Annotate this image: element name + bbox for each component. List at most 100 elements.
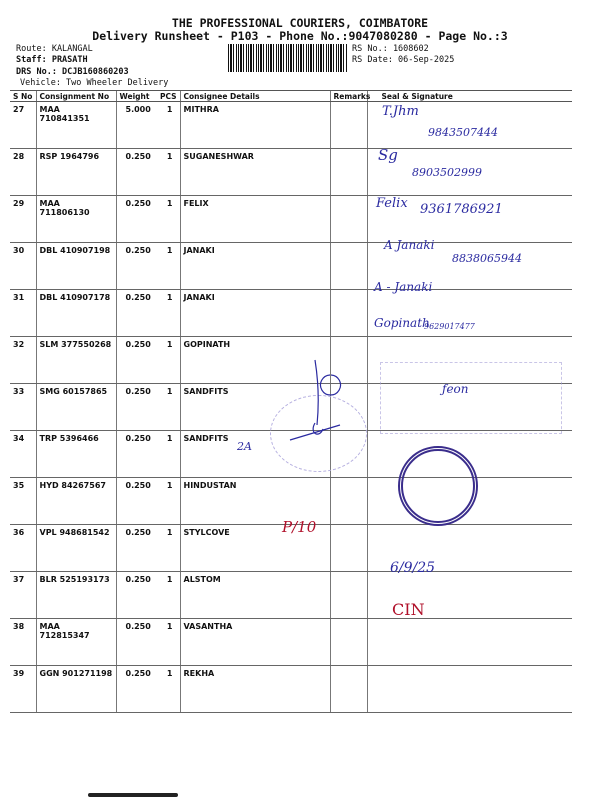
company-seal <box>398 446 478 526</box>
vehicle: Vehicle: Two Wheeler Delivery <box>20 78 169 88</box>
seal-signature <box>366 336 572 384</box>
pcs: 1 <box>166 387 173 396</box>
weight-pcs: 0.250 1 <box>115 148 180 196</box>
table-row: 31 DBL 410907178 0.250 1 JANAKI <box>10 289 572 337</box>
sno: 27 <box>10 101 36 149</box>
sno: 32 <box>10 336 36 384</box>
remarks <box>329 148 367 196</box>
seal-signature <box>366 101 572 149</box>
seal-signature <box>366 383 572 431</box>
pcs: 1 <box>166 246 173 255</box>
sno: 31 <box>10 289 36 337</box>
col-consignment: Consignment No <box>35 90 116 102</box>
weight: 0.250 <box>125 387 151 396</box>
pcs: 1 <box>166 669 173 678</box>
note-39: CIN <box>392 600 425 619</box>
sno: 39 <box>10 665 36 713</box>
col-signature: Seal & Signature <box>366 90 572 102</box>
remarks <box>329 665 367 713</box>
signature-32: Gopinath <box>374 316 430 330</box>
phone-28: 8903502999 <box>412 166 482 179</box>
pcs: 1 <box>166 199 173 208</box>
seal-signature <box>366 289 572 337</box>
consignee: STYLCOVE <box>179 524 330 572</box>
sno: 33 <box>10 383 36 431</box>
weight-pcs: 5.000 1 <box>115 101 180 149</box>
pcs: 1 <box>166 105 173 114</box>
remarks <box>329 195 367 243</box>
seal-signature <box>366 148 572 196</box>
consignee: REKHA <box>179 665 330 713</box>
pcs: 1 <box>166 575 173 584</box>
sno: 36 <box>10 524 36 572</box>
table-row: 27 MAA 710841351 5.000 1 MITHRA <box>10 101 572 149</box>
signature-30: A Janaki <box>384 238 435 252</box>
weight: 0.250 <box>125 199 151 208</box>
company-stamp-faded <box>380 362 562 434</box>
table-row: 28 RSP 1964796 0.250 1 SUGANESHWAR <box>10 148 572 196</box>
weight-pcs: 0.250 1 <box>115 383 180 431</box>
weight-pcs: 0.250 1 <box>115 477 180 525</box>
consignee: MITHRA <box>179 101 330 149</box>
signature-27: T.Jhm <box>382 104 419 119</box>
pcs: 1 <box>166 340 173 349</box>
consignment-no: SMG 60157865 <box>35 383 116 431</box>
sno: 37 <box>10 571 36 619</box>
staff: Staff: PRASATH <box>16 55 88 65</box>
sno: 34 <box>10 430 36 478</box>
consignee: SUGANESHWAR <box>179 148 330 196</box>
signature-33-35 <box>289 359 342 441</box>
consignee: JANAKI <box>179 242 330 290</box>
weight-pcs: 0.250 1 <box>115 665 180 713</box>
scan-mark <box>88 793 178 797</box>
signature-29: Felix <box>376 196 408 211</box>
seal-signature <box>366 665 572 713</box>
sno: 30 <box>10 242 36 290</box>
consignment-no: GGN 901271198 <box>35 665 116 713</box>
pcs: 1 <box>166 622 173 631</box>
remarks <box>329 571 367 619</box>
weight: 0.250 <box>125 293 151 302</box>
consignment-no: DBL 410907178 <box>35 289 116 337</box>
company-title: THE PROFESSIONAL COURIERS, COIMBATORE <box>171 16 429 30</box>
runsheet-subtitle: Delivery Runsheet - P103 - Phone No.:904… <box>92 29 508 43</box>
rs-number: RS No.: 1608602 <box>352 44 429 54</box>
consignment-no: BLR 525193173 <box>35 571 116 619</box>
consignee: JANAKI <box>179 289 330 337</box>
consignment-no: MAA 712815347 <box>35 618 116 666</box>
phone-27: 9843507444 <box>428 126 498 139</box>
table-row: 37 BLR 525193173 0.250 1 ALSTOM <box>10 571 572 619</box>
sno: 38 <box>10 618 36 666</box>
weight: 0.250 <box>125 528 151 537</box>
consignment-no: SLM 377550268 <box>35 336 116 384</box>
consignment-no: TRP 5396466 <box>35 430 116 478</box>
route: Route: KALANGAL <box>16 44 93 54</box>
weight: 0.250 <box>125 481 151 490</box>
consignee: HINDUSTAN <box>179 477 330 525</box>
consignment-no: RSP 1964796 <box>35 148 116 196</box>
weight: 0.250 <box>125 434 151 443</box>
weight-pcs: 0.250 1 <box>115 524 180 572</box>
note-37: P/10 <box>282 518 317 536</box>
phone-32: 9629017477 <box>424 322 475 331</box>
weight: 0.250 <box>125 622 151 631</box>
phone-30: 8838065944 <box>452 252 522 265</box>
weight-pcs: 0.250 1 <box>115 242 180 290</box>
table-row: 32 SLM 377550268 0.250 1 GOPINATH <box>10 336 572 384</box>
consignee: GOPINATH <box>179 336 330 384</box>
weight-pcs: 0.250 1 <box>115 571 180 619</box>
col-consignee: Consignee Details <box>179 90 330 102</box>
weight-pcs: 0.250 1 <box>115 336 180 384</box>
consignee: VASANTHA <box>179 618 330 666</box>
weight: 0.250 <box>125 575 151 584</box>
sno: 35 <box>10 477 36 525</box>
weight: 0.250 <box>125 669 151 678</box>
col-remarks: Remarks <box>329 90 370 102</box>
table-row: 30 DBL 410907198 0.250 1 JANAKI <box>10 242 572 290</box>
pcs: 1 <box>166 152 173 161</box>
pcs: 1 <box>166 481 173 490</box>
seal-signature <box>366 524 572 572</box>
weight: 0.250 <box>125 152 151 161</box>
remarks <box>329 242 367 290</box>
seal-signature <box>366 618 572 666</box>
